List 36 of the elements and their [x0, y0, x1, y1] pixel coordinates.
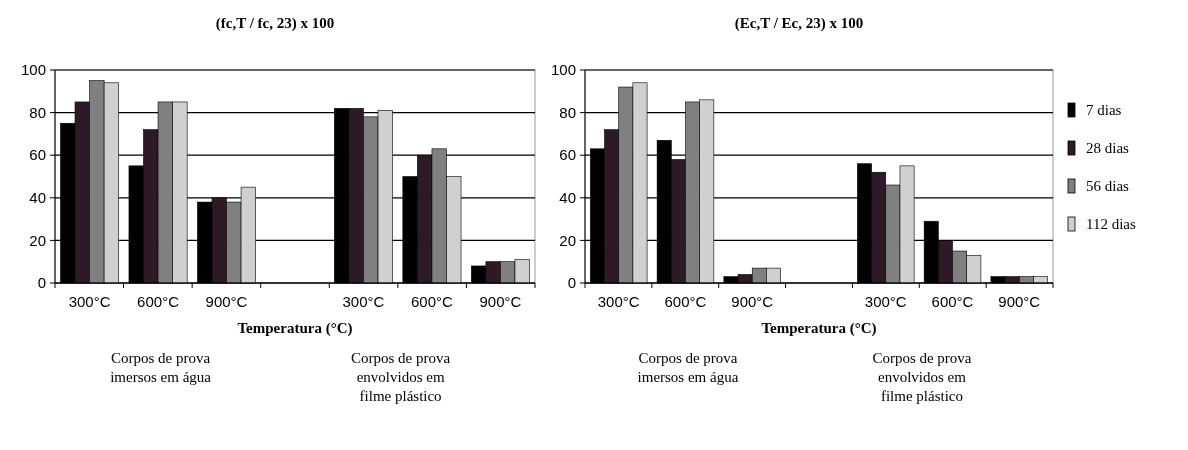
chart-title: (fc,T / fc, 23) x 100 [215, 15, 335, 32]
y-tick-label: 80 [29, 103, 46, 121]
y-tick-label: 0 [37, 274, 46, 292]
x-tick-label: 300°C [864, 293, 907, 310]
x-tick-label: 300°C [342, 293, 385, 310]
y-tick-label: 40 [559, 189, 576, 207]
x-tick-label: 600°C [931, 293, 974, 310]
x-tick-label: 900°C [998, 293, 1041, 310]
x-tick-label: 600°C [137, 293, 180, 310]
x-tick-label: 600°C [664, 293, 707, 310]
x-tick-label: 900°C [479, 293, 522, 310]
legend-label: 112 dias [1086, 216, 1137, 233]
x-tick-label: 300°C [597, 293, 640, 310]
y-tick-label: 0 [567, 274, 576, 292]
x-axis-title: Temperatura (°C) [237, 320, 353, 337]
legend-label: 56 dias [1086, 178, 1130, 195]
y-tick-label: 80 [559, 103, 576, 121]
y-tick-label: 40 [29, 189, 46, 207]
y-tick-label: 20 [559, 231, 576, 249]
x-tick-label: 900°C [205, 293, 248, 310]
y-tick-label: 100 [550, 61, 576, 79]
text: Corpos de prova envolvidos em filme plástico [351, 350, 451, 404]
y-tick-label: 60 [559, 146, 576, 164]
text: Corpos de prova imersos em água [110, 350, 212, 385]
x-tick-label: 600°C [411, 293, 454, 310]
text: Corpos de prova envolvidos em filme plástico [872, 350, 972, 404]
legend-label: 28 dias [1086, 140, 1130, 157]
x-tick-label: 300°C [68, 293, 111, 310]
y-tick-label: 20 [29, 231, 46, 249]
text: Corpos de prova imersos em água [637, 350, 739, 385]
y-tick-label: 100 [20, 61, 46, 79]
x-tick-label: 900°C [731, 293, 774, 310]
legend-label: 7 dias [1086, 102, 1122, 119]
x-axis-title: Temperatura (°C) [761, 320, 877, 337]
chart-title: (Ec,T / Ec, 23) x 100 [734, 15, 864, 32]
y-tick-label: 60 [29, 146, 46, 164]
